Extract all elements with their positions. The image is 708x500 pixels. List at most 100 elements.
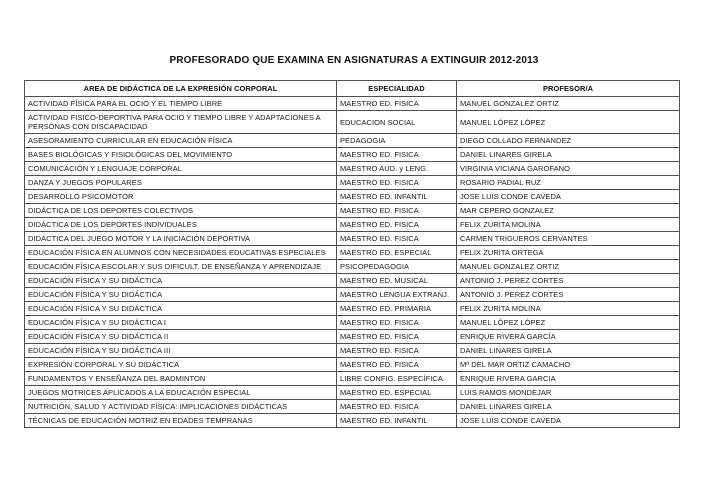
table-row: DESARROLLO PSICOMOTOR MAESTRO ED. INFANT… xyxy=(24,189,680,204)
professor-cell: DANIEL LINARES GIRELA xyxy=(456,147,680,162)
professor-cell: ANTONIO J. PEREZ CORTES xyxy=(456,287,680,302)
subject-cell: EXPRESIÓN CORPORAL Y SU DIDÁCTICA xyxy=(24,357,337,372)
specialty-cell: MAESTRO ED. FISICA xyxy=(336,203,457,218)
subject-cell: EDUCACIÓN FÍSICA ESCOLAR Y SUS DIFICULT.… xyxy=(24,259,337,274)
subject-cell: JUEGOS MOTRICES APLICADOS A LA EDUCACIÓN… xyxy=(24,385,337,400)
table-row: EDUCACIÓN FÍSICA Y SU DIDÁCTICA MAESTRO … xyxy=(24,301,680,316)
professor-cell: ENRIQUE RIVERA GARCÍA xyxy=(456,329,680,344)
specialty-cell: MAESTRO ED. ESPECIAL xyxy=(336,245,457,260)
table-row: EDUCACIÓN FÍSICA Y SU DIDÁCTICA MAESTRO … xyxy=(24,287,680,302)
professor-cell: VIRGINIA VICIANA GAROFANO xyxy=(456,161,680,176)
subject-cell: DESARROLLO PSICOMOTOR xyxy=(24,189,337,204)
table-row: EXPRESIÓN CORPORAL Y SU DIDÁCTICA MAESTR… xyxy=(24,357,680,372)
subject-cell: EDUCACIÓN FÍSICA Y SU DIDÁCTICA xyxy=(24,287,337,302)
professor-cell: FELIX ZURITA MOLINA xyxy=(456,301,680,316)
specialty-cell: MAESTRO ED. FISICA xyxy=(336,175,457,190)
specialty-cell: MAESTRO ED. FISICA xyxy=(336,147,457,162)
professor-cell: MANUEL LÓPEZ LÓPEZ xyxy=(456,315,680,330)
table-row: EDUCACIÓN FÍSICA ESCOLAR Y SUS DIFICULT.… xyxy=(24,259,680,274)
professor-cell: Mª DEL MAR ORTIZ CAMACHO xyxy=(456,357,680,372)
subject-cell: FUNDAMENTOS Y ENSEÑANZA DEL BADMINTON xyxy=(24,371,337,386)
page-title: PROFESORADO QUE EXAMINA EN ASIGNATURAS A… xyxy=(169,55,539,66)
professor-cell: MANUEL LÓPEZ LÓPEZ xyxy=(456,110,680,134)
specialty-cell: MAESTRO ED. ESPECIAL xyxy=(336,385,457,400)
professor-cell: DANIEL LINARES GIRELA xyxy=(456,399,680,414)
subject-cell: EDUCACIÓN FÍSICA Y SU DIDÁCTICA I xyxy=(24,315,337,330)
subject-cell: DIDÁCTICA DE LOS DEPORTES COLECTIVOS xyxy=(24,203,337,218)
column-header-profesor: PROFESOR/A xyxy=(456,80,680,97)
specialty-cell: MAESTRO ED. MUSICAL xyxy=(336,273,457,288)
specialty-cell: EDUCACION SOCIAL xyxy=(336,110,457,134)
table-row: EDUCACIÓN FÍSICA Y SU DIDÁCTICA II MAEST… xyxy=(24,329,680,344)
exam-subjects-table: AREA DE DIDÁCTICA DE LA EXPRESIÓN CORPOR… xyxy=(24,80,680,428)
table-row: ACTIVIDAD FISICO-DEPORTIVA PARA OCIO Y T… xyxy=(24,110,680,134)
table-row: DIDÁCTICA DE LOS DEPORTES INDIVIDUALES M… xyxy=(24,217,680,232)
table-row: ACTIVIDAD FÍSICA PARA EL OCIO Y EL TIEMP… xyxy=(24,96,680,111)
subject-cell: EDUCACIÓN FÍSICA Y SU DIDÁCTICA xyxy=(24,273,337,288)
professor-cell: MANUEL GONZALEZ ORTIZ xyxy=(456,96,680,111)
professor-cell: ROSARIO PADIAL RUZ xyxy=(456,175,680,190)
table-header: AREA DE DIDÁCTICA DE LA EXPRESIÓN CORPOR… xyxy=(24,80,680,97)
column-header-area: AREA DE DIDÁCTICA DE LA EXPRESIÓN CORPOR… xyxy=(24,80,337,97)
subject-cell: ACTIVIDAD FISICO-DEPORTIVA PARA OCIO Y T… xyxy=(24,110,337,134)
specialty-cell: PSICOPEDAGOGIA xyxy=(336,259,457,274)
table-row: DIDÁCTICA DEL JUEGO MOTOR Y LA INICIACIÓ… xyxy=(24,231,680,246)
subject-cell: EDUCACIÓN FÍSICA EN ALUMNOS CON NECESIDA… xyxy=(24,245,337,260)
specialty-cell: MAESTRO ED. FISICA xyxy=(336,399,457,414)
specialty-cell: MAESTRO ED. INFANTIL xyxy=(336,413,457,428)
professor-cell: DIEGO COLLADO FERNANDEZ xyxy=(456,133,680,148)
professor-cell: JOSE LUIS CONDE CAVEDA xyxy=(456,413,680,428)
specialty-cell: MAESTRO ED. FISICA xyxy=(336,231,457,246)
specialty-cell: MAESTRO ED. FISICA xyxy=(336,357,457,372)
subject-cell: DANZA Y JUEGOS POPULARES xyxy=(24,175,337,190)
table-row: JUEGOS MOTRICES APLICADOS A LA EDUCACIÓN… xyxy=(24,385,680,400)
specialty-cell: MAESTRO ED. FISICA xyxy=(336,217,457,232)
table-row: TÉCNICAS DE EDUCACIÓN MOTRIZ EN EDADES T… xyxy=(24,413,680,428)
subject-cell: EDUCACIÓN FÍSICA Y SU DIDÁCTICA II xyxy=(24,329,337,344)
table-row: ASESORAMIENTO CURRICULAR EN EDUCACIÓN FÍ… xyxy=(24,133,680,148)
specialty-cell: LIBRE CONFIG. ESPECÍFICA xyxy=(336,371,457,386)
professor-cell: CARMEN TRIGUEROS CERVANTES xyxy=(456,231,680,246)
table-row: DIDÁCTICA DE LOS DEPORTES COLECTIVOS MAE… xyxy=(24,203,680,218)
specialty-cell: MAESTRO AUD. y LENG. xyxy=(336,161,457,176)
subject-cell: ACTIVIDAD FÍSICA PARA EL OCIO Y EL TIEMP… xyxy=(24,96,337,111)
specialty-cell: MAESTRO ED. FISICA xyxy=(336,96,457,111)
table-row: NUTRICIÓN, SALUD Y ACTIVIDAD FÍSICA: IMP… xyxy=(24,399,680,414)
subject-cell: TÉCNICAS DE EDUCACIÓN MOTRIZ EN EDADES T… xyxy=(24,413,337,428)
table-header-row: AREA DE DIDÁCTICA DE LA EXPRESIÓN CORPOR… xyxy=(24,80,680,97)
column-header-especialidad: ESPECIALIDAD xyxy=(336,80,457,97)
specialty-cell: MAESTRO ED. FISICA xyxy=(336,329,457,344)
subject-cell: EDUCACIÓN FÍSICA Y SU DIDÁCTICA III xyxy=(24,343,337,358)
professor-cell: JOSE LUIS CONDE CAVEDA xyxy=(456,189,680,204)
professor-cell: LUIS RAMOS MONDEJAR xyxy=(456,385,680,400)
subject-cell: NUTRICIÓN, SALUD Y ACTIVIDAD FÍSICA: IMP… xyxy=(24,399,337,414)
professor-cell: ANTONIO J. PEREZ CORTES xyxy=(456,273,680,288)
specialty-cell: MAESTRO ED. FISICA xyxy=(336,315,457,330)
specialty-cell: MAESTRO ED. INFANTIL xyxy=(336,189,457,204)
subject-cell: EDUCACIÓN FÍSICA Y SU DIDÁCTICA xyxy=(24,301,337,316)
table-row: BASES BIOLÓGICAS Y FISIOLÓGICAS DEL MOVI… xyxy=(24,147,680,162)
professor-cell: FELIX ZURITA ORTEGA xyxy=(456,245,680,260)
table-row: EDUCACIÓN FÍSICA Y SU DIDÁCTICA I MAESTR… xyxy=(24,315,680,330)
specialty-cell: PEDAGOGIA xyxy=(336,133,457,148)
table-row: EDUCACIÓN FÍSICA Y SU DIDÁCTICA III MAES… xyxy=(24,343,680,358)
professor-cell: FELIX ZURITA MOLINA xyxy=(456,217,680,232)
subject-cell: DIDÁCTICA DE LOS DEPORTES INDIVIDUALES xyxy=(24,217,337,232)
table-row: FUNDAMENTOS Y ENSEÑANZA DEL BADMINTON LI… xyxy=(24,371,680,386)
specialty-cell: MAESTRO ED. FISICA xyxy=(336,343,457,358)
table-body: ACTIVIDAD FÍSICA PARA EL OCIO Y EL TIEMP… xyxy=(24,96,680,428)
subject-cell: BASES BIOLÓGICAS Y FISIOLÓGICAS DEL MOVI… xyxy=(24,147,337,162)
specialty-cell: MAESTRO ED. PRIMARIA xyxy=(336,301,457,316)
subject-cell: COMUNICACIÓN Y LENGUAJE CORPORAL xyxy=(24,161,337,176)
specialty-cell: MAESTRO LENGUA EXTRANJ. xyxy=(336,287,457,302)
professor-cell: MAR CEPERO GONZALEZ xyxy=(456,203,680,218)
table-row: COMUNICACIÓN Y LENGUAJE CORPORAL MAESTRO… xyxy=(24,161,680,176)
table-row: DANZA Y JUEGOS POPULARES MAESTRO ED. FIS… xyxy=(24,175,680,190)
subject-cell: DIDÁCTICA DEL JUEGO MOTOR Y LA INICIACIÓ… xyxy=(24,231,337,246)
professor-cell: MANUEL GONZALEZ ORTIZ xyxy=(456,259,680,274)
table-row: EDUCACIÓN FÍSICA Y SU DIDÁCTICA MAESTRO … xyxy=(24,273,680,288)
subject-cell: ASESORAMIENTO CURRICULAR EN EDUCACIÓN FÍ… xyxy=(24,133,337,148)
professor-cell: DANIEL LINARES GIRELA xyxy=(456,343,680,358)
table-row: EDUCACIÓN FÍSICA EN ALUMNOS CON NECESIDA… xyxy=(24,245,680,260)
